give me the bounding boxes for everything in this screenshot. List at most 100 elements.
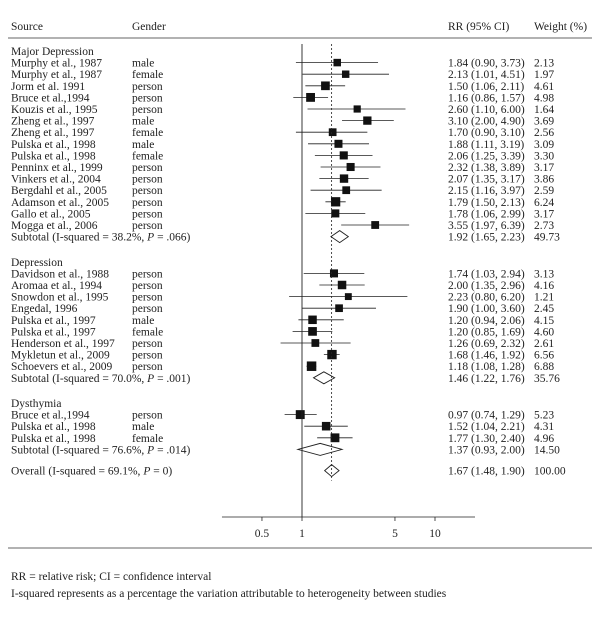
study-rr-ci-16: 1.74 (1.03, 2.94) xyxy=(448,268,525,280)
subtotal-diamond-1 xyxy=(330,230,350,244)
study-weight-19: 2.45 xyxy=(534,303,554,315)
study-weight-8: 3.09 xyxy=(534,139,554,151)
study-rr-ci-26: 1.52 (1.04, 2.21) xyxy=(448,421,525,433)
study-weight-25: 5.23 xyxy=(534,410,554,422)
study-weight-21: 4.60 xyxy=(534,326,554,338)
point-estimate-22 xyxy=(311,339,320,347)
footnote-i-squared: I-squared represents as a percentage the… xyxy=(11,588,447,600)
point-estimate-11 xyxy=(339,174,349,183)
point-estimate-12 xyxy=(342,186,351,195)
study-source-6: Zheng et al., 1997 xyxy=(11,116,95,128)
study-weight-4: 4.98 xyxy=(534,92,554,104)
study-gender-13: person xyxy=(132,197,163,209)
study-source-18: Snowdon et al., 1995 xyxy=(11,292,109,304)
study-source-16: Davidson et al., 1988 xyxy=(11,268,109,280)
study-source-5: Kouzis et al., 1995 xyxy=(11,104,98,116)
point-estimate-24 xyxy=(306,361,317,371)
study-source-19: Engedal, 1996 xyxy=(11,303,78,315)
study-gender-19: person xyxy=(132,303,163,315)
study-weight-26: 4.31 xyxy=(534,421,554,433)
study-gender-8: male xyxy=(132,139,154,151)
study-weight-22: 2.61 xyxy=(534,338,554,350)
study-source-13: Adamson et al., 2005 xyxy=(11,197,109,209)
study-rr-ci-18: 2.23 (0.80, 6.20) xyxy=(448,292,525,304)
header-source: Source xyxy=(11,21,43,33)
study-rr-ci-25: 0.97 (0.74, 1.29) xyxy=(448,410,525,422)
study-weight-11: 3.86 xyxy=(534,174,554,186)
study-weight-16: 3.13 xyxy=(534,268,554,280)
study-gender-22: person xyxy=(132,338,163,350)
study-rr-ci-15: 3.55 (1.97, 6.39) xyxy=(448,220,525,232)
study-gender-7: female xyxy=(132,127,163,139)
study-gender-6: male xyxy=(132,116,154,128)
study-source-14: Gallo et al., 2005 xyxy=(11,208,91,220)
study-source-10: Penninx et al., 1999 xyxy=(11,162,103,174)
study-weight-14: 3.17 xyxy=(534,208,554,220)
study-weight-15: 2.73 xyxy=(534,220,554,232)
point-estimate-14 xyxy=(331,209,340,218)
point-estimate-13 xyxy=(330,197,341,207)
study-gender-16: person xyxy=(132,268,163,280)
study-weight-24: 6.88 xyxy=(534,361,554,373)
study-source-17: Aromaa et al., 1994 xyxy=(11,280,102,292)
subtotal-diamond-3 xyxy=(296,442,344,456)
study-source-24: Schoevers et al., 2009 xyxy=(11,361,112,373)
point-estimate-17 xyxy=(337,280,347,290)
study-source-12: Bergdahl et al., 2005 xyxy=(11,185,107,197)
subtotal-weight-2: 35.76 xyxy=(534,373,560,385)
point-estimate-23 xyxy=(327,349,337,360)
study-rr-ci-22: 1.26 (0.69, 2.32) xyxy=(448,338,525,350)
x-tick-label-4: 10 xyxy=(429,528,441,540)
subtotal-rr-ci-2: 1.46 (1.22, 1.76) xyxy=(448,373,525,385)
study-source-20: Pulska et al., 1997 xyxy=(11,315,96,327)
study-rr-ci-11: 2.07 (1.35, 3.17) xyxy=(448,174,525,186)
group-title-3: Dysthymia xyxy=(11,398,61,410)
point-estimate-6 xyxy=(363,116,372,125)
study-weight-12: 2.59 xyxy=(534,185,554,197)
study-weight-10: 3.17 xyxy=(534,162,554,174)
study-source-26: Pulska et al., 1998 xyxy=(11,421,96,433)
subtotal-label-3: Subtotal (I-squared = 76.6%, P = .014) xyxy=(11,444,191,456)
study-source-2: Murphy et al., 1987 xyxy=(11,69,102,81)
study-rr-ci-6: 3.10 (2.00, 4.90) xyxy=(448,116,525,128)
study-rr-ci-21: 1.20 (0.85, 1.69) xyxy=(448,326,525,338)
overall-label: Overall (I-squared = 69.1%, P = 0) xyxy=(11,466,172,478)
study-rr-ci-7: 1.70 (0.90, 3.10) xyxy=(448,127,525,139)
study-rr-ci-8: 1.88 (1.11, 3.19) xyxy=(448,139,524,151)
point-estimate-21 xyxy=(308,327,317,336)
study-source-23: Mykletun et al., 2009 xyxy=(11,350,110,362)
group-title-2: Depression xyxy=(11,257,63,269)
study-source-9: Pulska et al., 1998 xyxy=(11,150,96,162)
study-gender-2: female xyxy=(132,69,163,81)
study-gender-12: person xyxy=(132,185,163,197)
subtotal-weight-1: 49.73 xyxy=(534,232,560,244)
study-gender-5: person xyxy=(132,104,163,116)
point-estimate-19 xyxy=(335,304,343,313)
study-rr-ci-10: 2.32 (1.38, 3.89) xyxy=(448,162,525,174)
study-weight-27: 4.96 xyxy=(534,433,554,445)
subtotal-diamond-2 xyxy=(312,371,336,385)
overall-rr-ci: 1.67 (1.48, 1.90) xyxy=(448,466,525,478)
study-gender-10: person xyxy=(132,162,163,174)
point-estimate-26 xyxy=(321,421,331,431)
study-rr-ci-4: 1.16 (0.86, 1.57) xyxy=(448,92,525,104)
subtotal-rr-ci-1: 1.92 (1.65, 2.23) xyxy=(448,232,525,244)
study-gender-9: female xyxy=(132,150,163,162)
group-title-1: Major Depression xyxy=(11,46,94,58)
point-estimate-18 xyxy=(344,293,352,301)
point-estimate-4 xyxy=(306,92,315,102)
study-rr-ci-27: 1.77 (1.30, 2.40) xyxy=(448,433,525,445)
study-source-22: Henderson et al., 1997 xyxy=(11,338,115,350)
study-weight-17: 4.16 xyxy=(534,280,554,292)
study-source-15: Mogga et al., 2006 xyxy=(11,220,98,232)
study-rr-ci-5: 2.60 (1.10, 6.00) xyxy=(448,104,525,116)
study-source-8: Pulska et al., 1998 xyxy=(11,139,96,151)
study-weight-9: 3.30 xyxy=(534,150,554,162)
x-tick-label-1: 0.5 xyxy=(255,528,270,540)
study-gender-21: female xyxy=(132,326,163,338)
study-source-4: Bruce et al.,1994 xyxy=(11,92,90,104)
study-gender-4: person xyxy=(132,92,163,104)
study-gender-26: male xyxy=(132,421,154,433)
study-weight-18: 1.21 xyxy=(534,292,554,304)
study-weight-20: 4.15 xyxy=(534,315,554,327)
